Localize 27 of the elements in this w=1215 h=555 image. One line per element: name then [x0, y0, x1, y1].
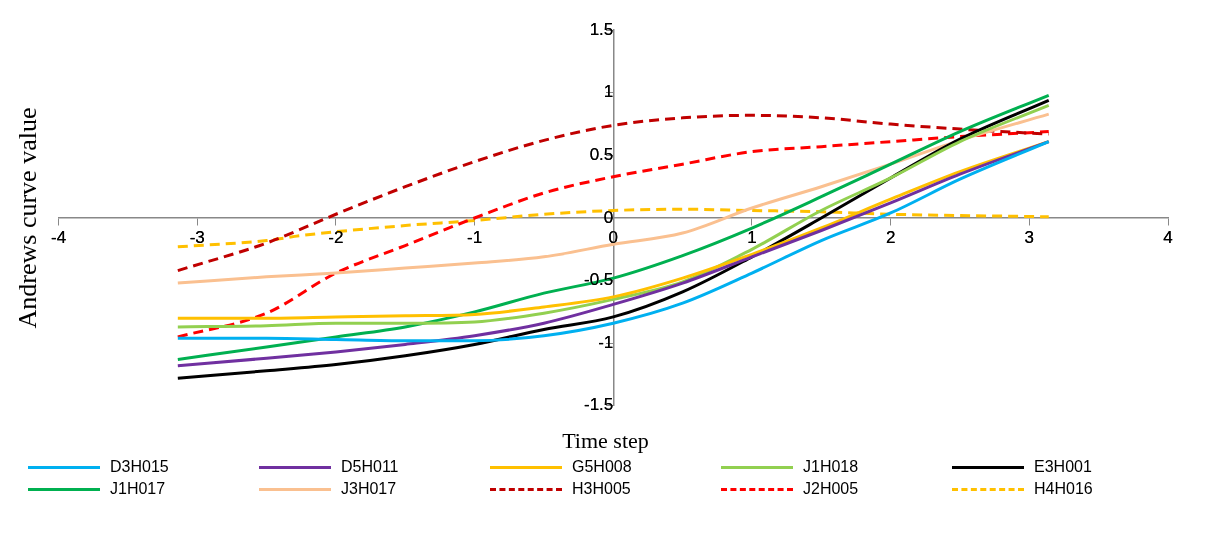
legend-label: D3H015	[110, 458, 169, 476]
x-tick-label: 3	[1024, 227, 1035, 247]
x-tick-label: -2	[328, 227, 344, 247]
legend-label: D5H011	[341, 458, 399, 476]
legend-label: J2H005	[803, 480, 859, 498]
legend-label: E3H001	[1034, 458, 1092, 476]
legend-label: H3H005	[572, 480, 631, 498]
y-tick-label: -1.5	[583, 395, 614, 415]
y-tick-label: 1.5	[589, 19, 614, 39]
x-tick-label: -4	[51, 227, 67, 247]
x-tick-label: 2	[885, 227, 896, 247]
y-tick-label: -1	[598, 332, 614, 352]
y-tick-label: 0	[603, 207, 614, 227]
legend-label: J1H017	[110, 480, 166, 498]
x-tick-label: -3	[189, 227, 205, 247]
y-tick-label: 0.5	[589, 145, 614, 165]
legend-label: J3H017	[341, 480, 397, 498]
legend-label: J1H018	[803, 458, 859, 476]
legend-label: H4H016	[1034, 480, 1093, 498]
x-axis-title: Time step	[561, 428, 650, 454]
y-axis-title: Andrews curve value	[13, 107, 43, 329]
x-tick-label: 1	[747, 227, 757, 247]
x-tick-label: 4	[1163, 227, 1173, 247]
legend-label: G5H008	[572, 458, 632, 476]
x-tick-label: -1	[467, 227, 483, 247]
line-series	[176, 103, 1051, 329]
y-tick-label: 1	[603, 82, 614, 102]
